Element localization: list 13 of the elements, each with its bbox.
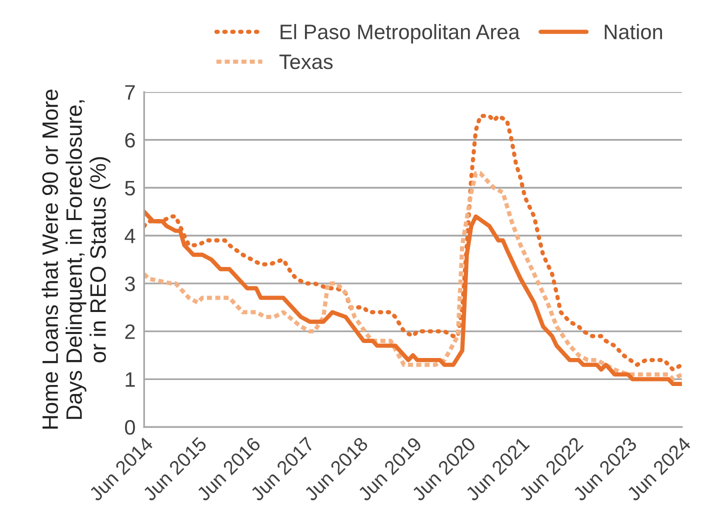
legend-label: Texas <box>279 54 333 70</box>
y-tick-label: 1 <box>126 372 135 387</box>
y-tick-label: 0 <box>125 420 135 435</box>
y-tick-label: 7 <box>125 85 135 100</box>
y-tick-label: 4 <box>124 228 136 244</box>
y-tick-label: 2 <box>125 324 135 339</box>
line-series <box>144 171 682 382</box>
legend-label: Nation <box>604 24 662 40</box>
y-tick-label: 6 <box>125 132 135 148</box>
y-tick-label: 5 <box>125 180 135 196</box>
y-axis-title: Home Loans that Were 90 or More Days Delinquent, in Foreclosure, or in REO Status (%) <box>42 90 110 429</box>
legend-label: El Paso Metropolitan Area <box>280 24 520 44</box>
y-tick-label: 3 <box>124 276 135 292</box>
